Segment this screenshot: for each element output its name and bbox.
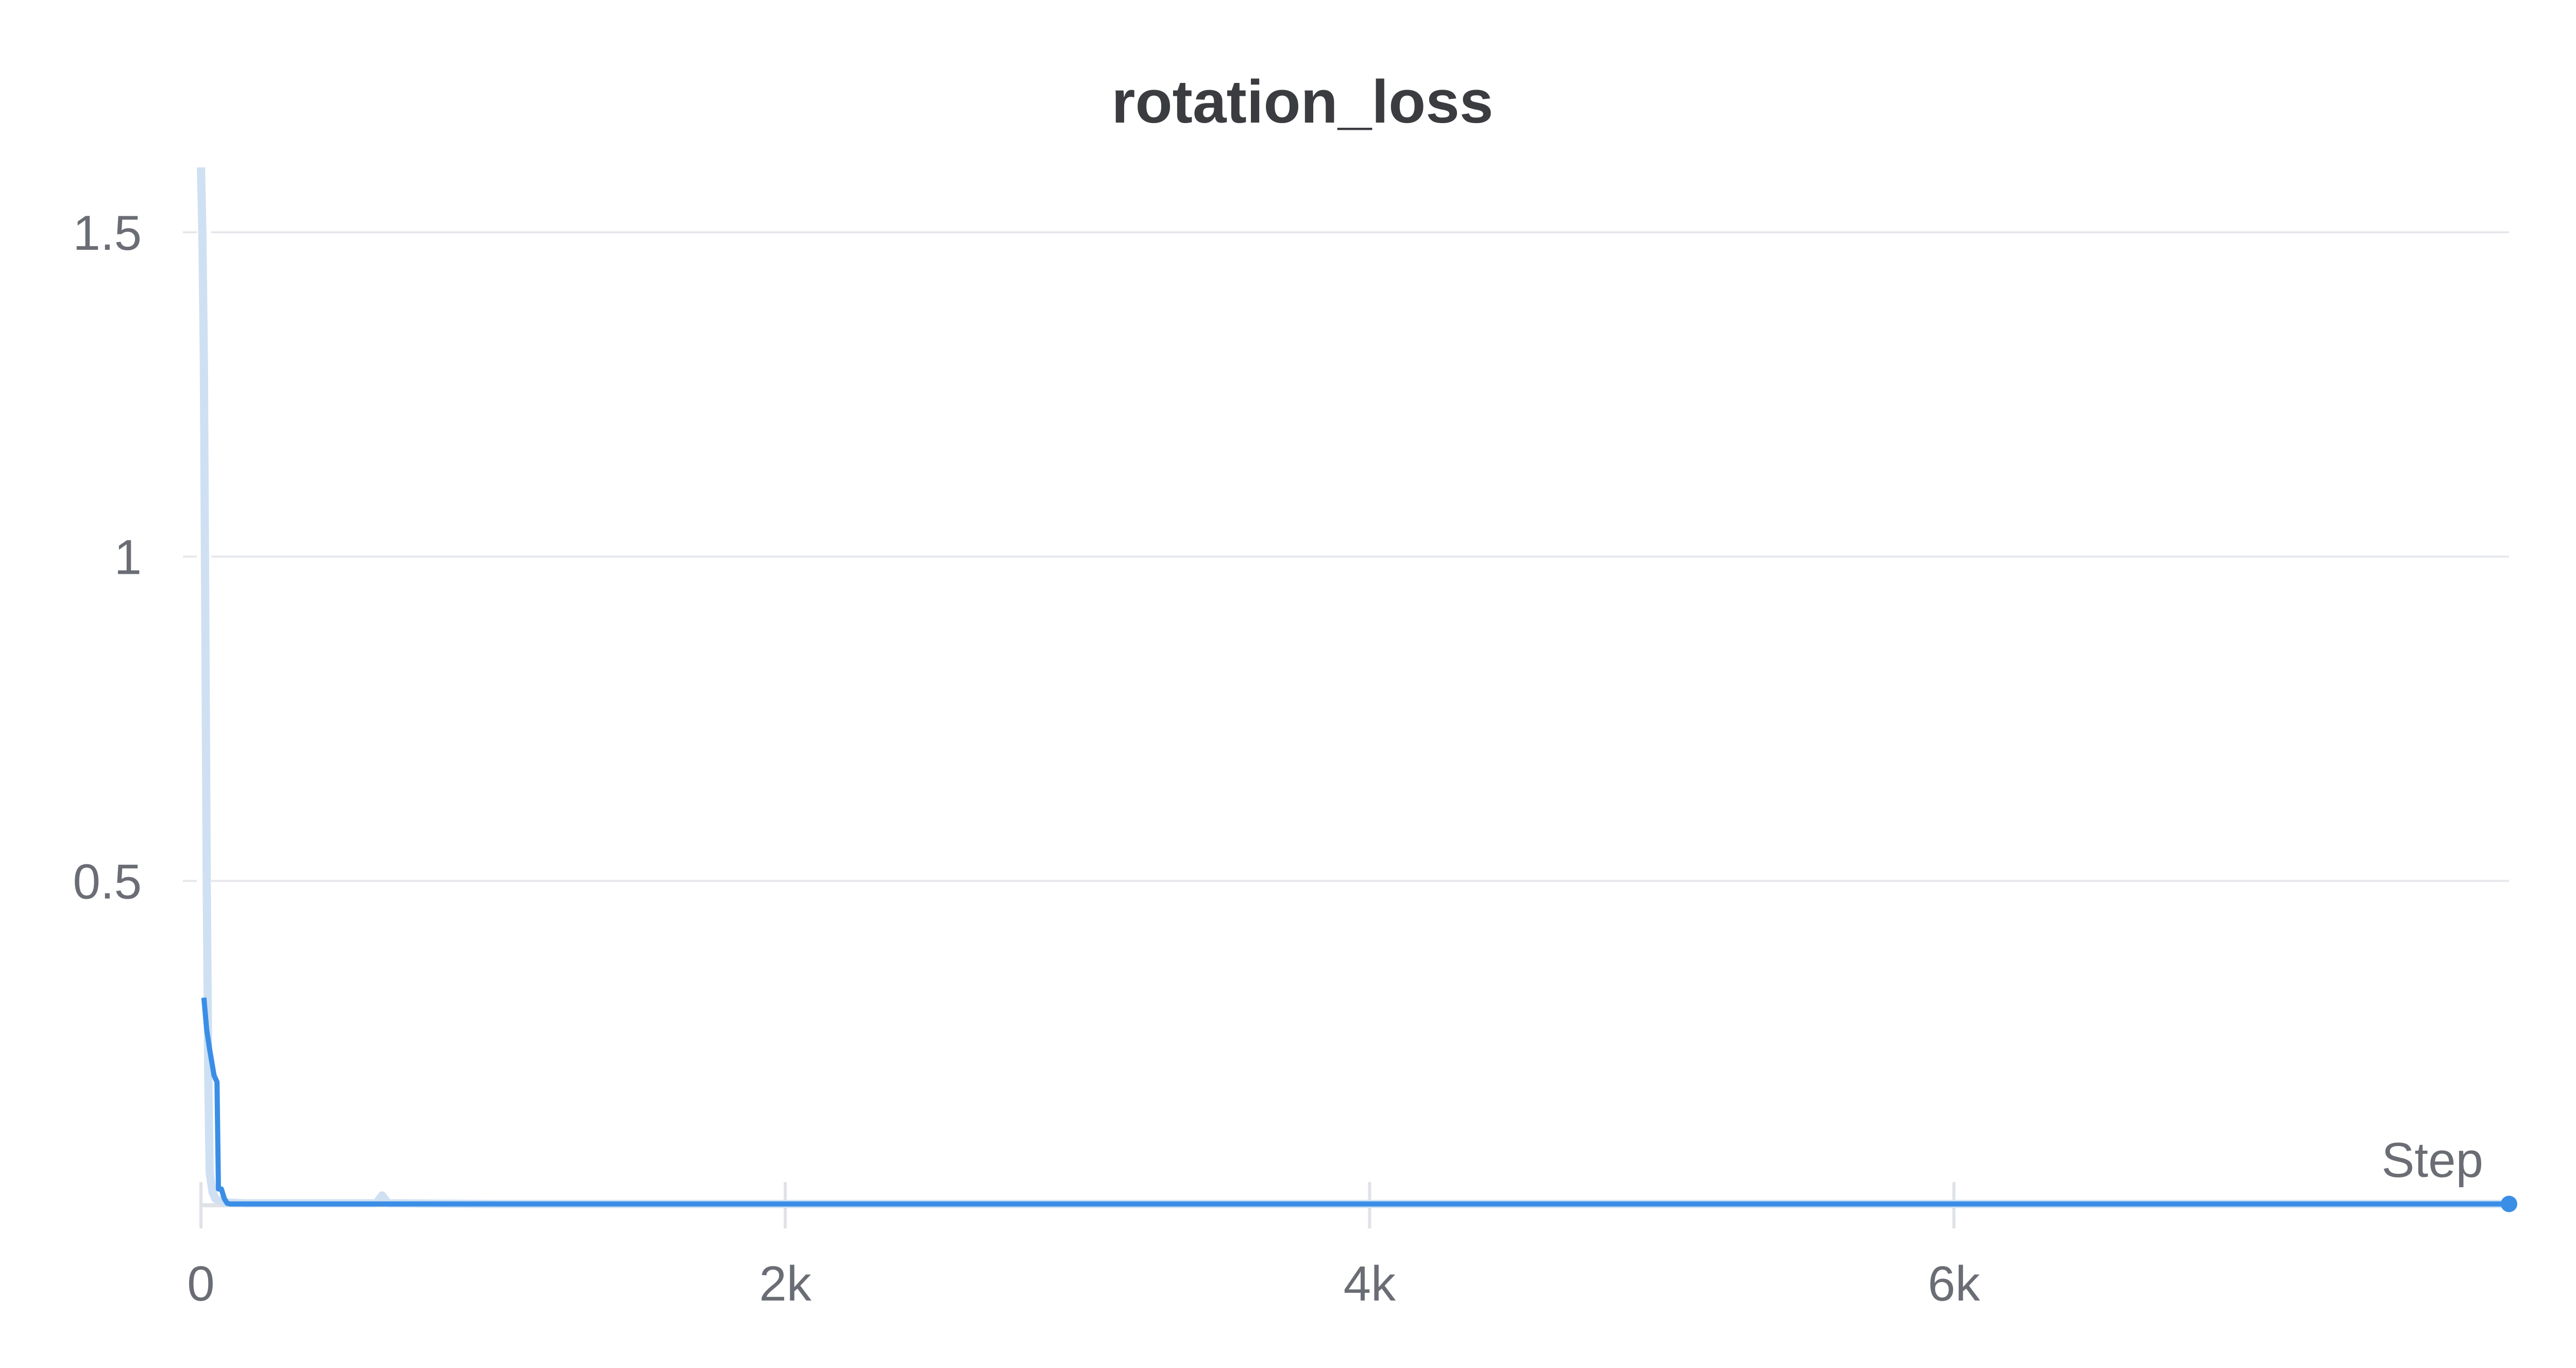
chart-title: rotation_loss — [1111, 68, 1494, 136]
last-point-marker — [2501, 1195, 2517, 1212]
x-tick-label: 0 — [187, 1256, 214, 1311]
x-axis-label: Step — [2382, 1133, 2483, 1188]
x-tick-label: 6k — [1928, 1256, 1980, 1311]
x-tick-label: 2k — [759, 1256, 811, 1311]
y-tick-label: 0.5 — [73, 854, 142, 909]
y-tick-label: 1.5 — [73, 206, 142, 261]
raw-series-line — [197, 167, 2509, 1208]
smoothed-series-line — [201, 997, 2509, 1207]
x-tick-label: 4k — [1344, 1256, 1396, 1311]
y-tick-label: 1 — [114, 530, 142, 585]
